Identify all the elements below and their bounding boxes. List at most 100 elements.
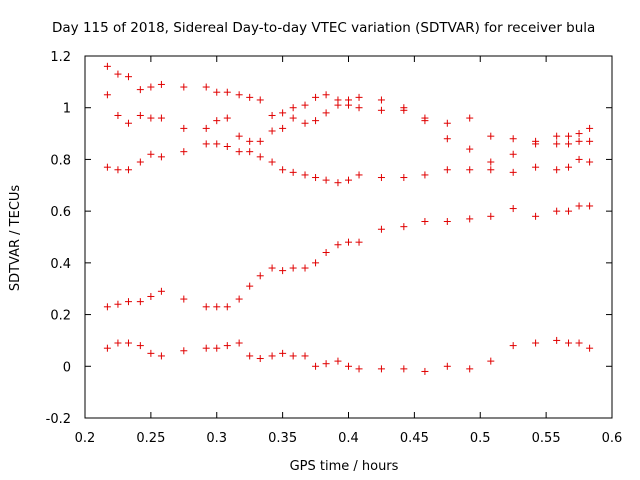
data-point: [136, 158, 144, 166]
data-point: [301, 171, 309, 179]
data-point: [565, 207, 573, 215]
data-point: [355, 171, 363, 179]
y-tick-label: 1: [63, 102, 71, 117]
data-point: [114, 166, 122, 174]
data-point: [421, 117, 429, 125]
data-point: [180, 83, 188, 91]
data-point: [532, 140, 540, 148]
data-point: [180, 148, 188, 156]
chart-title: Day 115 of 2018, Sidereal Day-to-day VTE…: [52, 20, 595, 36]
data-point: [246, 137, 254, 145]
data-point: [268, 352, 276, 360]
data-point: [157, 352, 165, 360]
data-point: [103, 163, 111, 171]
series-3: [103, 140, 594, 187]
data-point: [301, 264, 309, 272]
data-point: [575, 339, 583, 347]
data-point: [565, 140, 573, 148]
data-point: [466, 166, 474, 174]
data-point: [575, 137, 583, 145]
data-point: [565, 163, 573, 171]
data-point: [157, 80, 165, 88]
data-point: [114, 339, 122, 347]
data-point: [586, 344, 594, 352]
data-point: [256, 355, 264, 363]
x-tick-label: 0.35: [268, 431, 297, 446]
data-point: [213, 88, 221, 96]
data-point: [124, 166, 132, 174]
series-4: [421, 117, 594, 166]
data-point: [487, 132, 495, 140]
data-point: [575, 155, 583, 163]
data-point: [553, 166, 561, 174]
x-tick-label: 0.55: [532, 431, 561, 446]
data-point: [235, 132, 243, 140]
data-point: [322, 176, 330, 184]
data-point: [279, 109, 287, 117]
data-point: [301, 101, 309, 109]
data-point: [355, 365, 363, 373]
data-point: [180, 295, 188, 303]
data-point: [312, 117, 320, 125]
series-5: [103, 202, 594, 311]
data-point: [312, 93, 320, 101]
data-point: [213, 344, 221, 352]
data-point: [268, 158, 276, 166]
data-point: [256, 137, 264, 145]
data-point: [466, 365, 474, 373]
data-point: [509, 135, 517, 143]
data-point: [487, 357, 495, 365]
data-point: [202, 124, 210, 132]
data-point: [235, 339, 243, 347]
data-point: [246, 352, 254, 360]
data-point: [377, 365, 385, 373]
data-point: [147, 83, 155, 91]
data-point: [180, 347, 188, 355]
data-point: [532, 212, 540, 220]
data-point: [136, 86, 144, 94]
y-tick-label: 0.4: [50, 257, 71, 272]
data-point: [213, 117, 221, 125]
data-point: [157, 153, 165, 161]
data-point: [377, 106, 385, 114]
data-point: [202, 140, 210, 148]
data-point: [246, 93, 254, 101]
data-point: [223, 88, 231, 96]
data-point: [256, 272, 264, 280]
data-point: [421, 367, 429, 375]
y-tick-label: 0: [63, 360, 71, 375]
data-point: [322, 91, 330, 99]
data-point: [565, 339, 573, 347]
x-tick-label: 0.5: [470, 431, 491, 446]
data-point: [355, 93, 363, 101]
series-1: [103, 62, 408, 119]
data-point: [553, 336, 561, 344]
data-point: [532, 339, 540, 347]
data-point: [124, 119, 132, 127]
data-point: [334, 179, 342, 187]
data-point: [124, 73, 132, 81]
data-point: [301, 119, 309, 127]
data-point: [114, 300, 122, 308]
y-axis-label: SDTVAR / TECUs: [8, 185, 23, 292]
data-point: [268, 264, 276, 272]
data-point: [377, 225, 385, 233]
data-point: [235, 91, 243, 99]
data-point: [289, 264, 297, 272]
data-point: [400, 223, 408, 231]
data-point: [487, 212, 495, 220]
axis-ticks: [84, 55, 613, 419]
data-point: [443, 119, 451, 127]
data-point: [322, 360, 330, 368]
data-point: [377, 96, 385, 104]
data-point: [421, 217, 429, 225]
data-point: [114, 111, 122, 119]
data-point: [377, 174, 385, 182]
data-point: [103, 344, 111, 352]
data-point: [553, 207, 561, 215]
data-point: [345, 362, 352, 370]
data-point: [565, 132, 573, 140]
data-point: [202, 303, 210, 311]
y-tick-label: -0.2: [46, 412, 71, 427]
